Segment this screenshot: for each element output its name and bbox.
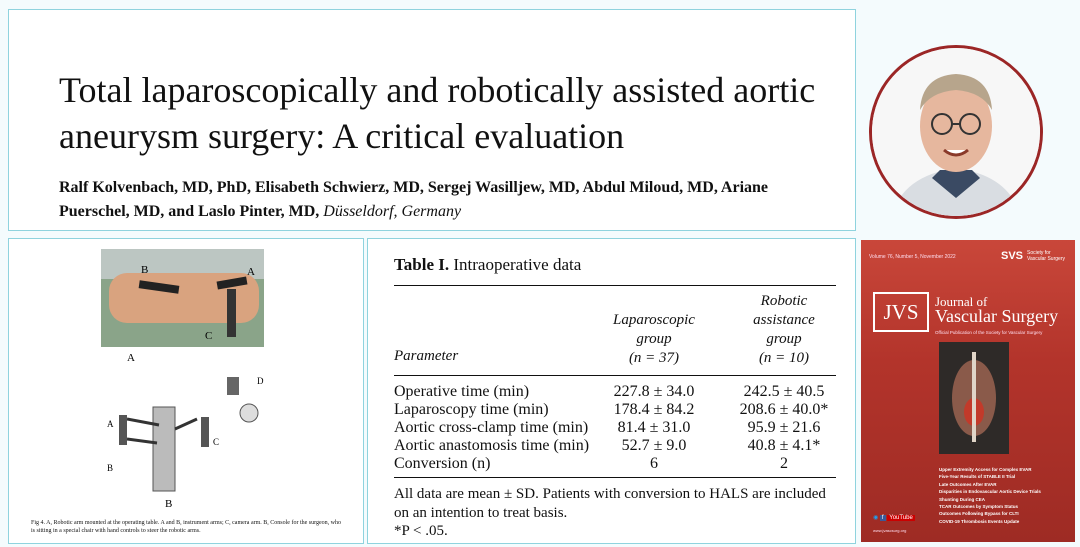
journal-cover: Volume 76, Number 5, November 2022 SVS S… bbox=[861, 240, 1075, 542]
label-c-right: C bbox=[213, 437, 219, 447]
row-robotic-value: 95.9 ± 21.6 bbox=[747, 419, 821, 436]
portrait-illustration bbox=[872, 48, 1040, 216]
cover-article: Disparities in Endovascular Aortic Devic… bbox=[939, 489, 1041, 495]
row-robotic-value: 2 bbox=[780, 455, 788, 472]
cover-article: Upper Extremity Access for Complex EVAR bbox=[939, 467, 1032, 472]
row-robotic-value: 40.8 ± 4.1* bbox=[747, 437, 821, 454]
cover-article: TCAR Outcomes by Symptom Status bbox=[939, 504, 1019, 510]
row-parameter: Laparoscopy time (min) bbox=[394, 401, 549, 418]
cover-journal-of: Journal of bbox=[935, 294, 988, 309]
twitter-icon: ◉ bbox=[873, 515, 879, 521]
row-parameter: Conversion (n) bbox=[394, 455, 491, 472]
cover-article: Outcomes Following Bypass for CLTI bbox=[939, 511, 1019, 517]
table-title: Table I. Intraoperative data bbox=[394, 255, 581, 275]
cover-article: Late Outcomes After EVAR bbox=[939, 481, 997, 487]
cover-article: Shunting During CEA bbox=[939, 496, 985, 502]
operating-table bbox=[152, 406, 176, 492]
table-footnote: All data are mean ± SD. Patients with co… bbox=[394, 486, 826, 521]
cover-social-icons: ◉ f YouTube bbox=[873, 514, 915, 521]
figure-illustration: B A C A D A B C B bbox=[101, 249, 264, 510]
cover-website: www.jvascsurg.org bbox=[873, 528, 907, 533]
row-laparoscopic-value: 6 bbox=[650, 455, 658, 472]
table-number: Table I. bbox=[394, 255, 450, 274]
cover-anatomy-image bbox=[939, 342, 1009, 454]
table-bottom-rule bbox=[394, 477, 836, 478]
row-laparoscopic-value: 227.8 ± 34.0 bbox=[613, 383, 695, 400]
youtube-icon: YouTube bbox=[887, 515, 915, 521]
header-parameter: Parameter bbox=[394, 348, 459, 364]
label-a-top: A bbox=[247, 266, 255, 278]
cover-subtitle: Official Publication of the Society for … bbox=[935, 330, 1043, 335]
row-parameter: Aortic anastomosis time (min) bbox=[394, 437, 590, 454]
title-panel: Total laparoscopically and robotically a… bbox=[8, 9, 856, 231]
label-c-top: C bbox=[205, 330, 212, 342]
author-list: Ralf Kolvenbach, MD, PhD, Elisabeth Schw… bbox=[59, 176, 839, 224]
table-header-rule bbox=[394, 375, 836, 376]
cover-journal-name: Vascular Surgery bbox=[935, 306, 1059, 326]
facebook-icon: f bbox=[879, 515, 886, 521]
label-a-photo: A bbox=[127, 352, 135, 364]
figure-caption: Fig 4. A, Robotic arm mounted at the ope… bbox=[31, 520, 342, 534]
row-parameter: Aortic cross-clamp time (min) bbox=[394, 419, 589, 436]
table-panel: Table I. Intraoperative data Parameter L… bbox=[367, 238, 856, 544]
row-parameter: Operative time (min) bbox=[394, 383, 530, 400]
author-portrait bbox=[869, 45, 1043, 219]
cover-article-list: Upper Extremity Access for Complex EVAR F… bbox=[939, 466, 1041, 525]
cover-jvs-logo: JVS bbox=[873, 292, 929, 332]
table-caption: Intraoperative data bbox=[453, 255, 582, 274]
cover-article: Five-Year Results of STABLE II Trial bbox=[939, 474, 1016, 480]
authors-names: Ralf Kolvenbach, MD, PhD, Elisabeth Schw… bbox=[59, 179, 769, 220]
row-laparoscopic-value: 52.7 ± 9.0 bbox=[621, 437, 687, 454]
cover-svs-text: Society for Vascular Surgery bbox=[1027, 250, 1065, 262]
cover-svs-logo: SVS bbox=[1001, 250, 1024, 262]
row-robotic-value: 208.6 ± 40.0* bbox=[739, 401, 829, 418]
row-robotic-value: 242.5 ± 40.5 bbox=[743, 383, 825, 400]
row-laparoscopic-value: 81.4 ± 31.0 bbox=[617, 419, 691, 436]
paper-title: Total laparoscopically and robotically a… bbox=[59, 70, 816, 156]
label-b-left: B bbox=[107, 463, 113, 473]
label-d: D bbox=[257, 376, 264, 386]
header-laparoscopic: Laparoscopic group (n = 37) bbox=[613, 312, 695, 366]
label-b-bottom: B bbox=[165, 498, 172, 510]
cover-volume-line: Volume 76, Number 5, November 2022 bbox=[869, 254, 956, 260]
table-top-rule bbox=[394, 285, 836, 286]
row-laparoscopic-value: 178.4 ± 84.2 bbox=[613, 401, 695, 418]
label-a-left: A bbox=[107, 419, 114, 429]
cover-article: COVID-19 Thrombosis Events Update bbox=[939, 518, 1020, 524]
figure-panel: B A C A D A B C B Fig 4. A, Robotic arm … bbox=[8, 238, 364, 544]
header-robotic: Robotic assistance group (n = 10) bbox=[753, 293, 815, 366]
author-location: Düsseldorf, Germany bbox=[323, 203, 462, 220]
table-pvalue-note: *P < .05. bbox=[394, 523, 448, 539]
label-b-top: B bbox=[141, 264, 148, 276]
